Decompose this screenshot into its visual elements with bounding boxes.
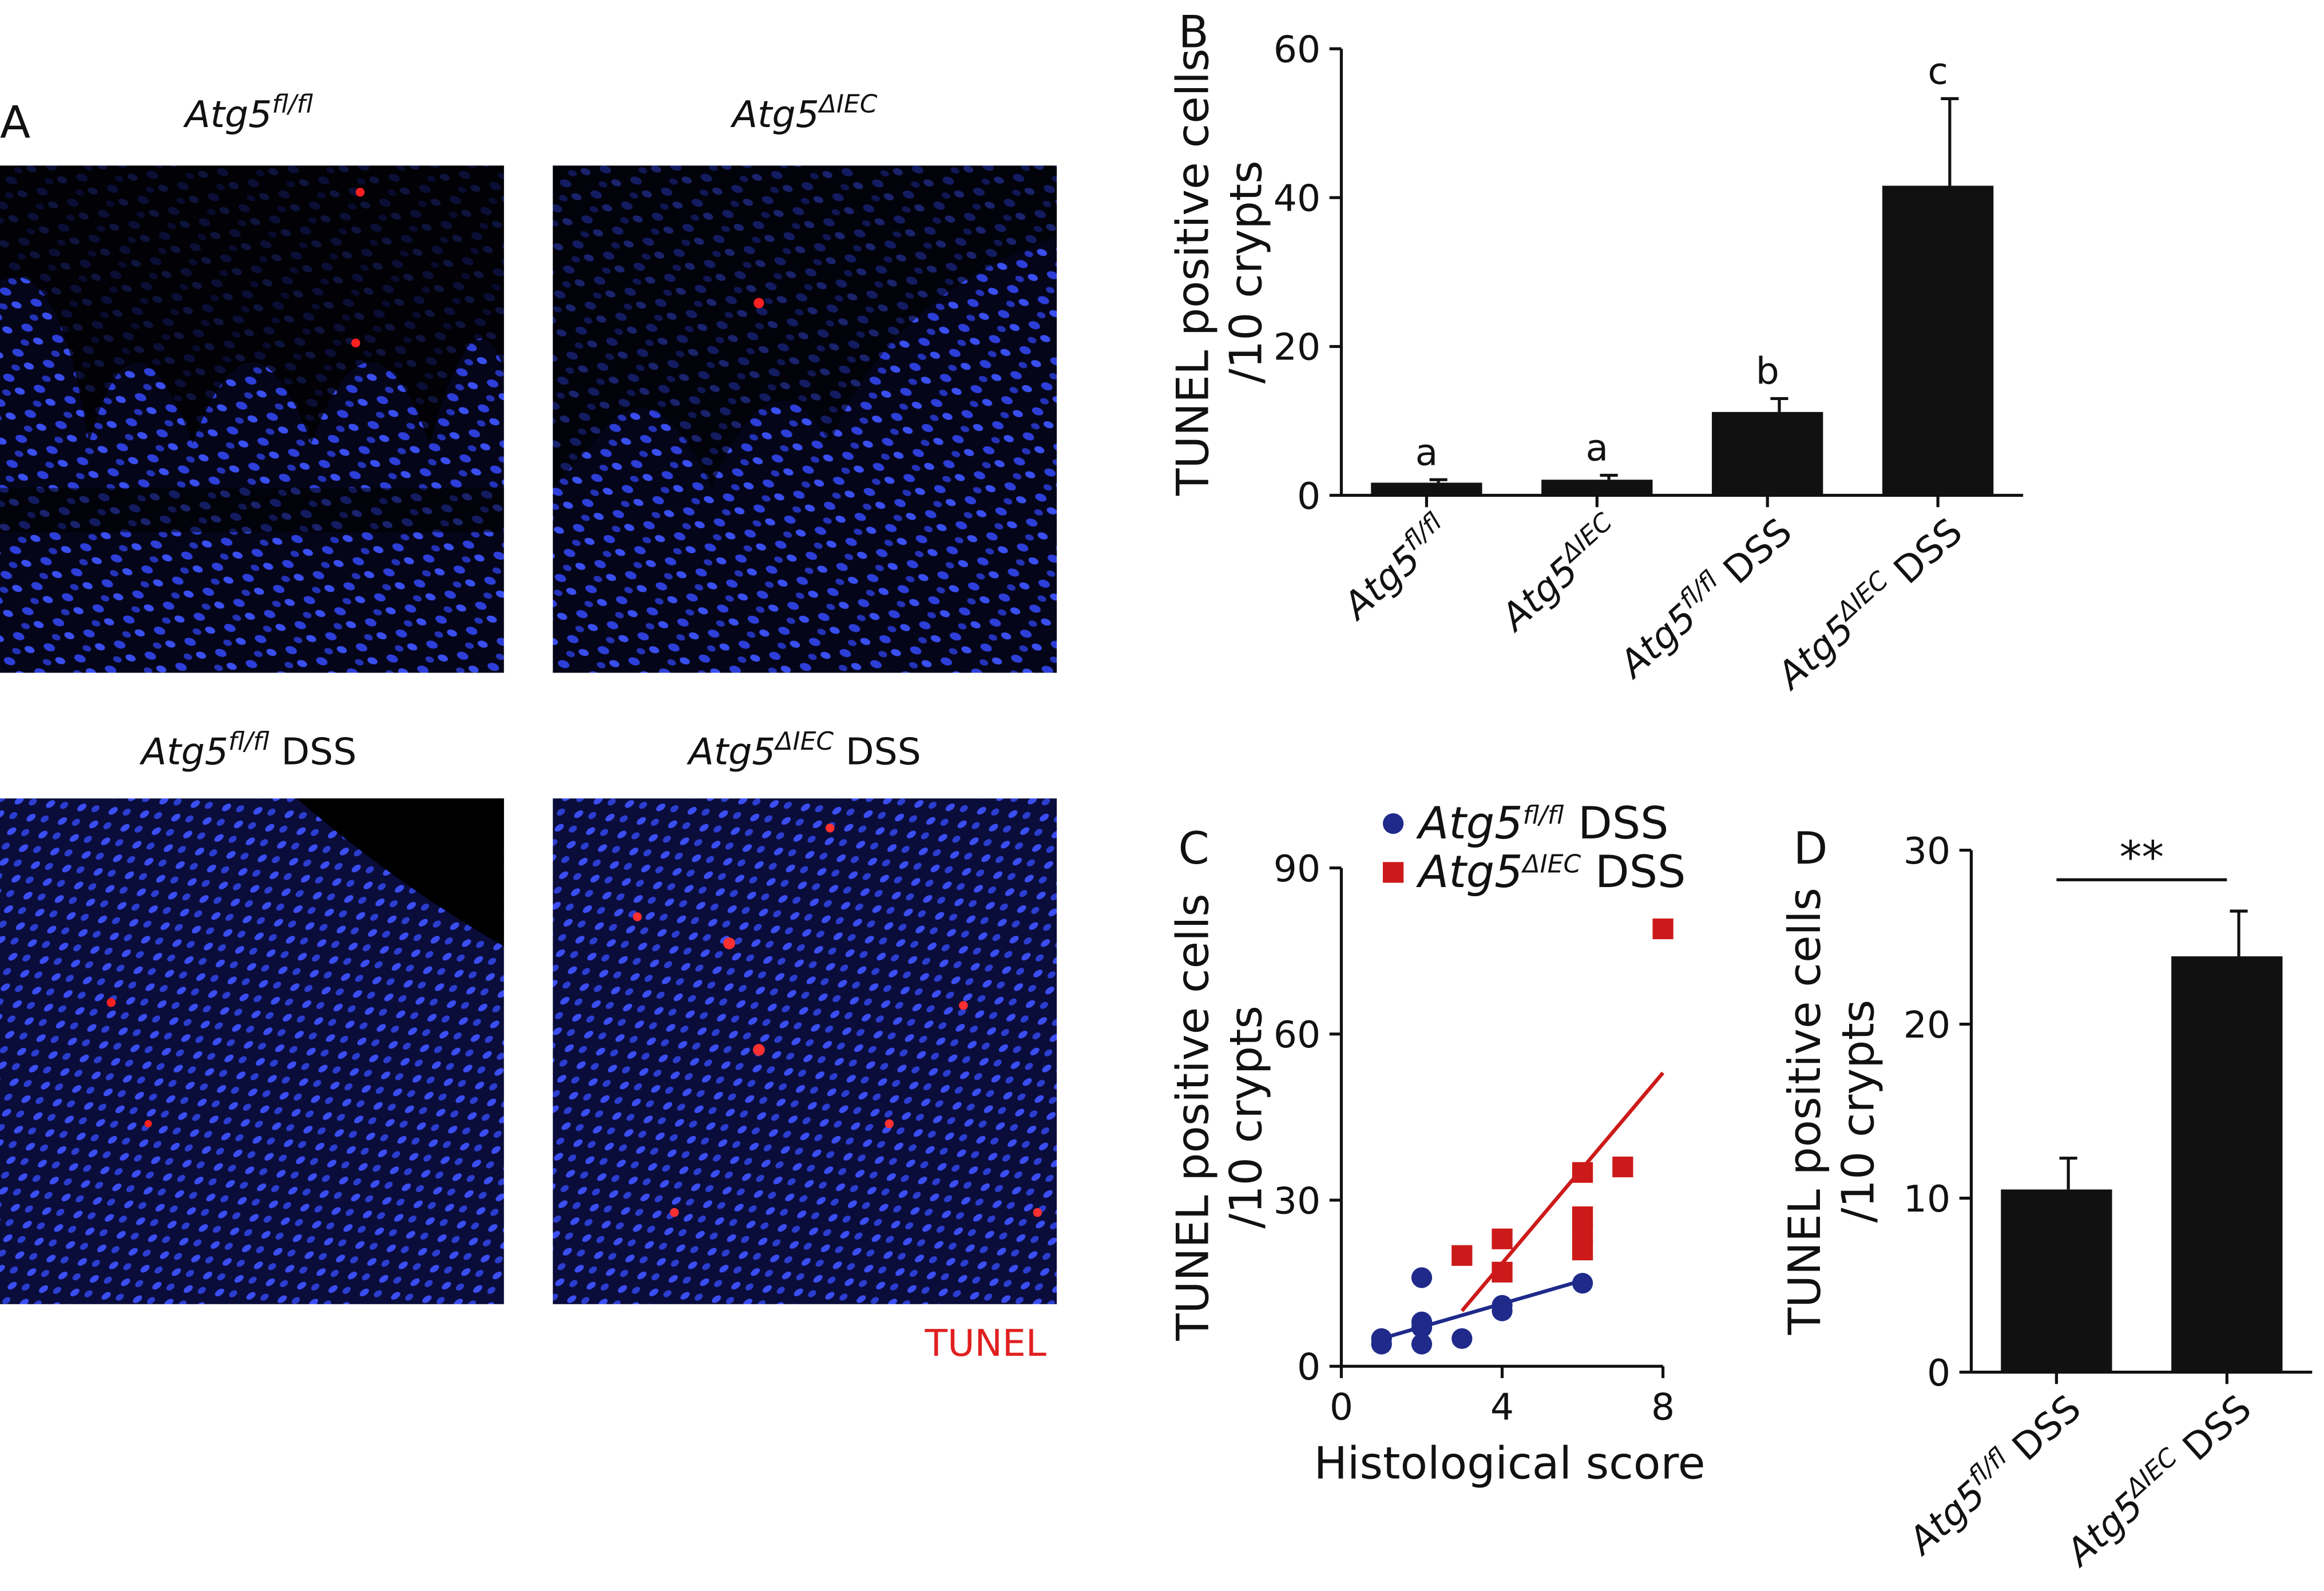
y-tick-label: 40 [1274,177,1320,220]
x-axis-label: Histological score [1314,1438,1705,1490]
point [1572,1273,1593,1294]
image-title: Atg5fl/fl DSS [139,727,356,774]
significance-letter: b [1756,350,1779,393]
panel-label: A [0,97,30,148]
legend-marker [1382,813,1404,834]
stain-legend: TUNEL [925,1322,1046,1365]
point [1612,1156,1633,1178]
panel-label: C [1178,823,1209,874]
bar [2171,956,2283,1372]
micrograph [0,165,504,673]
y-axis-label: /10 crypts [1220,161,1272,384]
y-tick-label: 0 [1297,1346,1320,1389]
fit-line [1460,1071,1665,1312]
y-tick-label: 10 [1903,1178,1950,1221]
panel-label: B [1178,7,1208,58]
y-axis-label: /10 crypts [1833,1000,1884,1223]
point [1451,1328,1473,1349]
significance-letter: a [1415,431,1438,474]
x-tick-label: 4 [1490,1386,1514,1428]
image-title: Atg5ΔIEC [730,89,878,136]
panel-label: D [1794,823,1828,874]
y-axis-label: TUNEL positive cells [1167,49,1219,496]
micrograph [553,798,1057,1304]
y-tick-label: 0 [1297,475,1320,518]
y-tick-label: 30 [1903,830,1950,873]
legend-label: Atg5ΔIEC DSS [1415,846,1686,898]
y-axis-label: TUNEL positive cells [1167,893,1219,1341]
micrograph [0,798,504,1304]
bar [1541,480,1653,496]
point [1411,1267,1433,1288]
x-tick-label: Atg5fl/fl DSS [1896,1384,2089,1564]
significance-letter: a [1585,427,1608,470]
point [1451,1245,1473,1266]
bar [1371,482,1482,496]
x-tick-label: Atg5ΔIEC [1489,507,1630,640]
y-tick-label: 30 [1274,1180,1320,1222]
micrograph [553,165,1057,673]
y-tick-label: 0 [1927,1352,1950,1395]
image-title: Atg5fl/fl [183,89,313,136]
x-tick-label: 8 [1651,1386,1675,1428]
bar [2001,1189,2112,1372]
x-tick-label: Atg5ΔIEC DSS [1765,507,1971,699]
bar [1882,185,1994,496]
significance-letter: c [1928,50,1948,93]
y-tick-label: 60 [1274,1014,1320,1056]
y-tick-label: 90 [1274,848,1320,891]
x-tick-label: 0 [1330,1386,1353,1428]
fit-line [1381,1279,1583,1341]
point [1492,1228,1513,1249]
y-axis-label: TUNEL positive cells [1779,888,1831,1335]
y-tick-label: 20 [1903,1004,1950,1047]
significance-label: ** [2120,832,2164,883]
legend-marker [1382,862,1404,883]
legend-label: Atg5fl/fl DSS [1415,798,1668,849]
bar [1712,411,1823,496]
y-axis-label: /10 crypts [1220,1006,1272,1229]
x-tick-label: Atg5fl/fl [1331,507,1460,629]
x-tick-label: Atg5fl/fl DSS [1607,507,1800,687]
x-tick-label: Atg5ΔIEC DSS [2054,1384,2260,1576]
point [1411,1333,1433,1355]
image-title: Atg5ΔIEC DSS [687,727,921,774]
y-tick-label: 60 [1274,29,1320,72]
point [1572,1240,1593,1261]
point [1652,918,1673,940]
y-tick-label: 20 [1274,326,1320,369]
